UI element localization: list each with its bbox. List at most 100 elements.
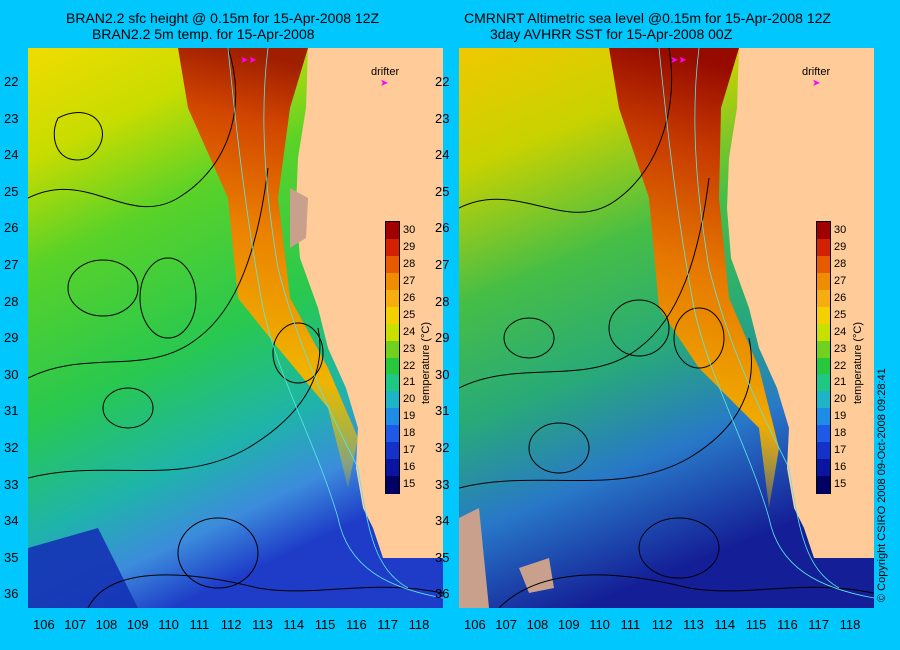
right-y-tick-label: 33	[435, 476, 450, 492]
left-y-tick-label: 27	[4, 257, 19, 272]
colorbar-segment	[386, 323, 399, 342]
colorbar-tick-label: 19	[834, 410, 847, 423]
colorbar-tick-label: 18	[834, 427, 847, 440]
right-y-tick-label: 35	[435, 549, 450, 565]
colorbar-segment	[817, 289, 830, 308]
right-y-tick-label: 28	[435, 293, 450, 309]
left-x-tick-label: 112	[220, 617, 242, 632]
colorbar-segment	[386, 306, 399, 325]
colorbar-segment	[817, 476, 830, 494]
right-x-tick-label: 117	[808, 617, 830, 632]
left-y-tick-label: 29	[4, 330, 19, 346]
right-y-tick-label: 34	[435, 513, 450, 529]
colorbar-segment	[817, 340, 830, 358]
colorbar-tick-label: 17	[403, 444, 416, 457]
colorbar-tick-label: 23	[403, 342, 416, 355]
colorbar-segment	[817, 374, 830, 392]
right-title-line1: CMRNRT Altimetric sea level @0.15m for 1…	[464, 10, 831, 26]
left-x-tick-label: 114	[283, 617, 305, 632]
cold-southwest-patch	[28, 528, 138, 608]
left-sst-map	[28, 48, 443, 608]
colorbar-tick-label: 28	[834, 257, 847, 270]
left-y-tick-label: 36	[4, 586, 19, 602]
colorbar-tick-label: 29	[403, 240, 416, 253]
left-y-tick-label: 34	[4, 513, 19, 529]
colorbar-tick-label: 26	[403, 291, 416, 304]
bathymetry-contours	[227, 48, 443, 599]
left-y-tick-label: 24	[4, 147, 19, 163]
colorbar-segment	[817, 238, 830, 257]
left-title-line1: BRAN2.2 sfc height @ 0.15m for 15-Apr-20…	[66, 10, 380, 26]
left-title-line2: BRAN2.2 5m temp. for 15-Apr-2008	[92, 26, 315, 42]
shark-bay-land	[290, 188, 308, 248]
colorbar-tick-label: 16	[403, 461, 416, 474]
warm-leeuwin-current	[609, 48, 779, 508]
right-y-tick-label: 27	[435, 257, 450, 272]
right-y-tick-label: 32	[435, 440, 450, 455]
colorbar-segment	[386, 391, 399, 409]
left-x-tick-label: 111	[189, 617, 210, 632]
colorbar-segment	[386, 425, 399, 443]
colorbar-segment	[817, 391, 830, 409]
right-title-line2: 3day AVHRR SST for 15-Apr-2008 00Z	[490, 26, 733, 42]
right-y-tick-label: 31	[435, 403, 450, 419]
left-x-tick-label: 116	[346, 617, 367, 632]
left-y-tick-label: 26	[4, 220, 19, 236]
right-y-tick-label: 22	[435, 74, 450, 89]
colorbar-segment	[386, 442, 399, 460]
right-x-tick-label: 114	[714, 617, 736, 632]
colorbar-segment	[386, 459, 399, 477]
left-y-tick-label: 28	[4, 293, 19, 309]
right-drifter-arrow-icon: ➤	[812, 78, 821, 89]
colorbar-tick-label: 28	[403, 257, 416, 270]
right-colorbar: 30 29 28 27 26 25 24 23 22 21 20 19 18 17 16 15	[816, 221, 846, 494]
right-x-tick-label: 108	[526, 617, 549, 632]
left-y-tick-label: 30	[4, 366, 19, 382]
right-colorbar-axis-label: temperature (°C)	[852, 321, 864, 404]
colorbar-tick-label: 18	[403, 427, 416, 440]
copyright-notice: © Copyright CSIRO 2008 09-Oct-2008 09:28…	[876, 368, 888, 602]
left-y-tick-label: 32	[4, 440, 19, 455]
left-x-tick-label: 108	[95, 617, 118, 632]
colorbar-segment	[817, 425, 830, 443]
left-y-tick-label: 33	[4, 476, 19, 492]
colorbar-tick-label: 27	[403, 274, 416, 287]
colorbar-segment	[386, 408, 399, 426]
left-map-panel	[28, 48, 443, 608]
colorbar-tick-label: 29	[834, 240, 847, 253]
colorbar-tick-label: 24	[403, 325, 416, 338]
right-x-tick-label: 109	[557, 617, 580, 632]
colorbar-segment	[386, 374, 399, 392]
colorbar-tick-label: 15	[834, 478, 847, 491]
colorbar-tick-label: 23	[834, 342, 847, 355]
colorbar-segment	[817, 306, 830, 325]
right-sst-map	[459, 48, 874, 608]
right-x-tick-label: 113	[683, 617, 704, 632]
right-y-tick-label: 24	[435, 147, 450, 163]
left-x-tick-label: 113	[252, 617, 273, 632]
colorbar-segment	[817, 442, 830, 460]
right-x-tick-label: 111	[620, 617, 641, 632]
right-drifter-label: drifter	[802, 66, 831, 78]
left-y-tick-label: 35	[4, 549, 19, 565]
height-contours	[28, 48, 443, 608]
left-x-tick-label: 106	[33, 617, 55, 632]
colorbar-segment	[386, 238, 399, 257]
left-x-tick-label: 117	[377, 617, 399, 632]
warm-leeuwin-current	[178, 48, 358, 488]
colorbar-tick-label: 20	[834, 393, 847, 406]
right-y-tick-label: 29	[435, 330, 450, 346]
right-x-tick-label: 115	[745, 617, 767, 632]
colorbar-tick-label: 26	[834, 291, 847, 304]
right-x-tick-label: 112	[651, 617, 673, 632]
left-colorbar: 30 29 28 27 26 25 24 23 22 21 20 19 18 17 16 15	[385, 221, 415, 494]
colorbar-segment	[386, 255, 399, 274]
right-y-tick-label: 30	[435, 366, 450, 382]
right-y-tick-label: 36	[435, 586, 450, 602]
left-x-tick-label: 115	[314, 617, 336, 632]
left-x-tick-label: 118	[408, 617, 430, 632]
right-x-tick-label: 106	[464, 617, 486, 632]
colorbar-segment	[386, 340, 399, 358]
colorbar-segment	[817, 357, 830, 375]
colorbar-segment	[817, 323, 830, 342]
